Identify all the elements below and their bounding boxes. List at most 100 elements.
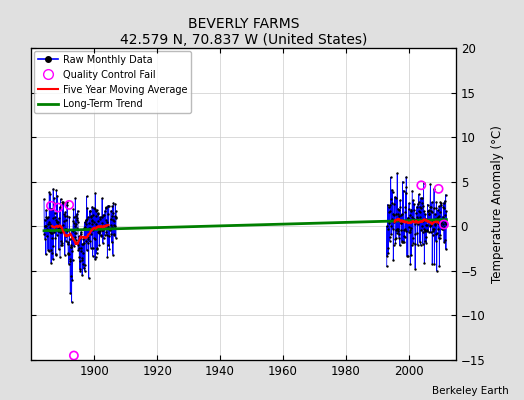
Point	[412, 213, 421, 220]
Point	[95, 241, 103, 248]
Point	[421, 238, 429, 244]
Point	[54, 219, 62, 226]
Point	[383, 263, 391, 270]
Point	[399, 218, 407, 224]
Point	[438, 226, 446, 233]
Point	[106, 216, 115, 222]
Point	[58, 228, 66, 234]
Point	[396, 217, 404, 223]
Point	[65, 251, 73, 257]
Point	[62, 226, 70, 233]
Point	[411, 217, 420, 224]
Point	[392, 211, 401, 217]
Point	[431, 211, 439, 217]
Point	[403, 253, 411, 259]
Point	[397, 220, 405, 226]
Point	[410, 201, 418, 208]
Point	[46, 224, 54, 230]
Point	[59, 199, 68, 205]
Point	[413, 242, 422, 248]
Point	[385, 217, 394, 224]
Point	[438, 218, 446, 225]
Point	[442, 208, 450, 215]
Point	[384, 202, 392, 208]
Point	[386, 202, 395, 208]
Point	[387, 195, 395, 202]
Point	[421, 234, 430, 240]
Point	[106, 227, 114, 233]
Point	[390, 201, 398, 207]
Point	[104, 202, 113, 209]
Y-axis label: Temperature Anomaly (°C): Temperature Anomaly (°C)	[491, 125, 504, 283]
Point	[85, 224, 93, 231]
Point	[416, 209, 424, 215]
Point	[74, 245, 83, 251]
Point	[392, 230, 401, 236]
Point	[41, 216, 49, 223]
Point	[46, 221, 54, 227]
Point	[93, 207, 101, 213]
Point	[100, 235, 108, 241]
Point	[408, 216, 417, 223]
Point	[391, 240, 400, 246]
Point	[63, 241, 72, 248]
Point	[45, 248, 53, 254]
Point	[388, 189, 397, 196]
Point	[434, 214, 442, 220]
Point	[415, 217, 423, 223]
Point	[401, 204, 410, 210]
Point	[437, 200, 445, 206]
Point	[85, 220, 93, 226]
Point	[77, 248, 85, 254]
Point	[49, 214, 57, 221]
Point	[104, 211, 112, 218]
Point	[98, 227, 106, 233]
Point	[413, 220, 422, 227]
Point	[63, 212, 72, 219]
Point	[440, 198, 449, 204]
Point	[101, 208, 109, 214]
Point	[81, 224, 90, 231]
Point	[111, 213, 119, 219]
Point	[86, 244, 95, 251]
Point	[430, 261, 439, 268]
Point	[110, 231, 118, 238]
Point	[406, 226, 414, 233]
Point	[89, 211, 97, 218]
Point	[420, 260, 429, 267]
Point	[397, 212, 406, 219]
Point	[432, 204, 440, 211]
Point	[427, 222, 435, 228]
Point	[72, 224, 81, 231]
Point	[82, 216, 91, 223]
Point	[82, 193, 91, 200]
Point	[95, 226, 103, 232]
Point	[409, 235, 417, 242]
Point	[424, 229, 433, 235]
Point	[424, 208, 432, 215]
Point	[388, 186, 396, 193]
Point	[79, 250, 87, 256]
Point	[407, 225, 415, 231]
Point	[91, 256, 99, 262]
Point	[103, 218, 111, 225]
Point	[51, 235, 60, 242]
Point	[403, 217, 411, 224]
Point	[74, 218, 82, 225]
Point	[390, 217, 399, 224]
Point	[412, 218, 421, 224]
Point	[85, 208, 94, 214]
Point	[68, 299, 76, 305]
Point	[418, 229, 427, 236]
Point	[108, 210, 117, 216]
Point	[92, 250, 101, 256]
Point	[424, 208, 432, 214]
Point	[394, 226, 402, 232]
Point	[48, 230, 56, 236]
Point	[77, 230, 85, 237]
Point	[103, 203, 112, 209]
Point	[434, 235, 443, 241]
Point	[46, 229, 54, 236]
Point	[78, 256, 86, 263]
Point	[98, 195, 106, 202]
